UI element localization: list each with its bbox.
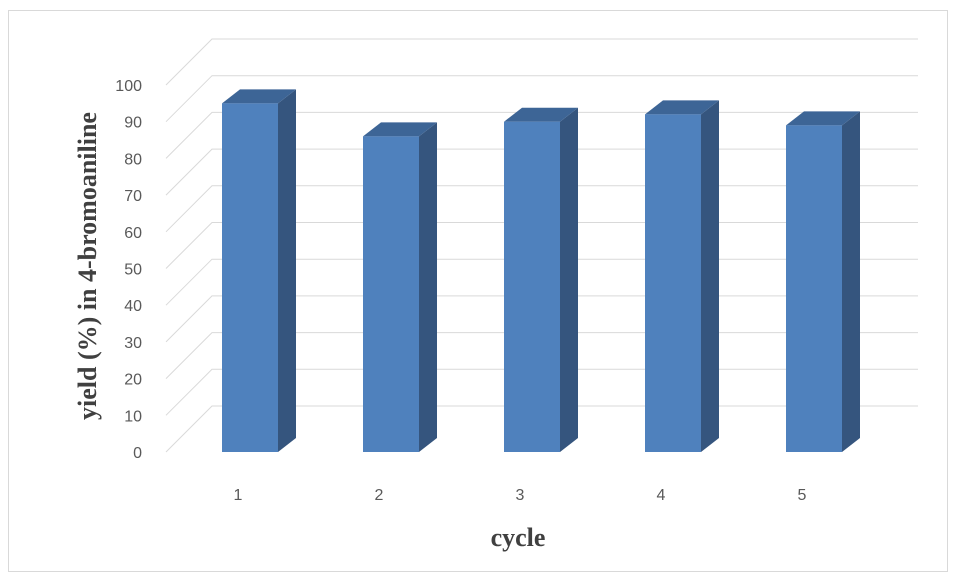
gridline — [165, 75, 918, 123]
bar-side-face — [842, 111, 860, 453]
y-tick-label: 40 — [124, 298, 142, 315]
y-tick-label: 60 — [124, 225, 142, 242]
y-tick-label: 90 — [124, 115, 142, 132]
bar-top-face — [363, 122, 437, 137]
bar — [363, 122, 437, 452]
gridline — [165, 38, 918, 86]
y-tick-label: 20 — [124, 372, 142, 389]
bar — [504, 107, 578, 452]
y-axis-title: yield (%) in 4-bromoaniline — [73, 112, 102, 420]
bar — [222, 89, 296, 452]
y-tick-label: 70 — [124, 188, 142, 205]
y-tick-label: 100 — [115, 78, 142, 95]
bar-side-face — [278, 89, 296, 452]
bar — [645, 100, 719, 453]
y-tick-labels: 0 10 20 30 40 50 60 70 80 90 100 — [115, 78, 142, 462]
x-tick-label: 5 — [798, 487, 807, 504]
bar-side-face — [560, 107, 578, 452]
y-tick-label: 50 — [124, 262, 142, 279]
bars — [222, 89, 860, 453]
bar-front-face — [504, 121, 560, 452]
x-tick-labels: 1 2 3 4 5 — [234, 487, 807, 504]
bar-top-face — [504, 107, 578, 122]
x-tick-label: 2 — [375, 487, 384, 504]
y-tick-label: 0 — [133, 445, 142, 462]
bar-top-face — [222, 89, 296, 104]
x-tick-label: 3 — [516, 487, 525, 504]
bar-side-face — [701, 100, 719, 453]
y-tick-label: 30 — [124, 335, 142, 352]
x-axis-title: cycle — [491, 523, 546, 552]
bar — [786, 111, 860, 453]
bar-side-face — [419, 122, 437, 452]
bar-front-face — [786, 125, 842, 453]
bar-front-face — [645, 114, 701, 453]
bar-front-face — [222, 103, 278, 452]
y-tick-label: 80 — [124, 151, 142, 168]
x-tick-label: 4 — [657, 487, 666, 504]
bar-front-face — [363, 136, 419, 452]
y-tick-label: 10 — [124, 408, 142, 425]
x-tick-label: 1 — [234, 487, 243, 504]
bar-top-face — [786, 111, 860, 126]
bar-top-face — [645, 100, 719, 115]
